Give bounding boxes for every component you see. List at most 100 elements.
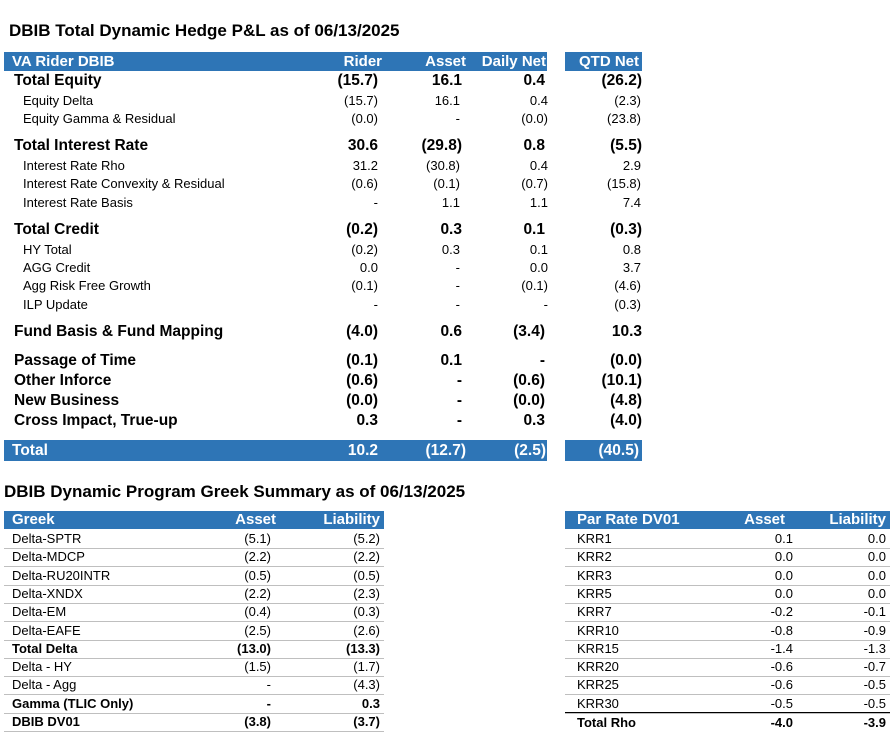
greek-row-label: Delta - HY	[12, 659, 72, 674]
pnl-row-rider: (15.7)	[344, 93, 378, 108]
pnl-row-qtd: (4.6)	[614, 278, 641, 293]
pnl-row-rider: (4.0)	[346, 323, 378, 340]
dv01-total-rule	[565, 712, 890, 713]
pnl-total-row: Total 10.2 (12.7) (2.5)	[4, 440, 547, 461]
pnl-row-asset: 0.6	[440, 323, 462, 340]
dv01-row-asset: -1.4	[770, 641, 793, 656]
pnl-row-rider: (0.6)	[346, 372, 378, 389]
pnl-row-asset: (0.1)	[433, 176, 460, 191]
pnl-row: AGG Credit 0.0 - 0.0 3.7	[4, 259, 646, 277]
pnl-row-asset: 0.1	[440, 352, 462, 369]
pnl-row: New Business (0.0) - (0.0) (4.8)	[4, 392, 646, 410]
pnl-row-label: Interest Rate Rho	[23, 158, 125, 173]
greek-row-asset: (5.1)	[244, 531, 271, 546]
pnl-row-daily: 0.8	[523, 137, 545, 154]
dv01-row-asset: -0.6	[770, 659, 793, 674]
dv01-row-asset: 0.0	[774, 549, 793, 564]
pnl-row-label: AGG Credit	[23, 260, 91, 275]
dv01-row-liability: 0.0	[867, 586, 886, 601]
greek-row-liability: (4.3)	[353, 677, 380, 692]
pnl-row-rider: (0.6)	[351, 176, 378, 191]
pnl-row-rider: (0.2)	[346, 221, 378, 238]
dv01-row: KRR2 0.0 0.0	[565, 548, 890, 566]
dv01-row-label: KRR25	[577, 677, 619, 692]
pnl-row-daily: (0.0)	[521, 111, 548, 126]
pnl-row-rider: (0.0)	[346, 392, 378, 409]
greek-row: DBIB DV01 (3.8) (3.7)	[4, 713, 384, 731]
pnl-row-label: Passage of Time	[14, 352, 137, 369]
dv01-row-asset: -0.8	[770, 623, 793, 638]
greek-row: Gamma (TLIC Only) - 0.3	[4, 695, 384, 713]
pnl-row-rider: (15.7)	[337, 72, 379, 89]
pnl-row-rider: (0.2)	[351, 242, 378, 257]
dv01-row-liability: -0.7	[863, 659, 886, 674]
pnl-header-asset: Asset	[425, 53, 466, 70]
pnl-row-daily: -	[539, 352, 545, 369]
dv01-row-divider	[565, 676, 890, 677]
pnl-row-asset: 0.3	[441, 242, 460, 257]
dv01-row-asset: 0.0	[774, 586, 793, 601]
pnl-row-daily: (0.6)	[513, 372, 545, 389]
pnl-total-asset: (12.7)	[425, 442, 467, 459]
pnl-row-rider: 0.3	[356, 412, 378, 429]
dv01-row-label: KRR20	[577, 659, 619, 674]
pnl-row-daily: 0.1	[523, 221, 545, 238]
dv01-row-label: KRR1	[577, 531, 612, 546]
pnl-row-daily: (0.7)	[521, 176, 548, 191]
pnl-row-qtd: 0.8	[622, 242, 641, 257]
pnl-row-daily: (0.1)	[521, 278, 548, 293]
dv01-row-label: KRR7	[577, 604, 612, 619]
dv01-row-divider	[565, 548, 890, 549]
pnl-row: Total Interest Rate 30.6 (29.8) 0.8 (5.5)	[4, 137, 646, 155]
greek-row-divider	[4, 621, 384, 622]
pnl-row-daily: 0.1	[529, 242, 548, 257]
greek-row-divider	[4, 603, 384, 604]
dv01-row-label: KRR2	[577, 549, 612, 564]
greek-row-liability: (0.3)	[353, 604, 380, 619]
pnl-row-label: Cross Impact, True-up	[14, 412, 178, 429]
pnl-row-asset: (29.8)	[421, 137, 463, 154]
dv01-row-asset: 0.1	[774, 531, 793, 546]
pnl-total-daily: (2.5)	[514, 442, 546, 459]
dv01-row: KRR5 0.0 0.0	[565, 585, 890, 603]
greek-row: Delta-RU20INTR (0.5) (0.5)	[4, 567, 384, 585]
pnl-row-asset: 0.3	[440, 221, 462, 238]
pnl-row-rider: (0.0)	[351, 111, 378, 126]
pnl-row: Interest Rate Rho 31.2 (30.8) 0.4 2.9	[4, 157, 646, 175]
pnl-row: HY Total (0.2) 0.3 0.1 0.8	[4, 241, 646, 259]
greek-row-divider	[4, 658, 384, 659]
dv01-row: KRR15 -1.4 -1.3	[565, 640, 890, 658]
greek-row-liability: (13.3)	[346, 641, 380, 656]
pnl-row-label: HY Total	[23, 242, 72, 257]
pnl-row: Interest Rate Convexity & Residual (0.6) (…	[4, 175, 646, 193]
pnl-row: Other Inforce (0.6) - (0.6) (10.1)	[4, 372, 646, 390]
pnl-row-qtd: (23.8)	[607, 111, 641, 126]
pnl-total-label: Total	[12, 442, 48, 459]
dv01-row-divider	[565, 658, 890, 659]
pnl-row-label: Agg Risk Free Growth	[23, 278, 151, 293]
pnl-row-qtd: (5.5)	[610, 137, 642, 154]
dv01-row-label: KRR10	[577, 623, 619, 638]
greek-row-liability: (1.7)	[353, 659, 380, 674]
pnl-row: Fund Basis & Fund Mapping (4.0) 0.6 (3.4) 10…	[4, 323, 646, 341]
dv01-row: KRR20 -0.6 -0.7	[565, 658, 890, 676]
dv01-row-liability: -0.9	[863, 623, 886, 638]
greek-row-liability: (0.5)	[353, 568, 380, 583]
greek-row-divider	[4, 676, 384, 677]
greek-row-divider	[4, 585, 384, 586]
dv01-header-label: Par Rate DV01	[577, 511, 680, 528]
greek-header-liability: Liability	[323, 511, 380, 528]
dv01-row-asset: -0.6	[770, 677, 793, 692]
greek-row-label: Delta-EM	[12, 604, 67, 619]
pnl-row-asset: 16.1	[434, 93, 460, 108]
pnl-row: Cross Impact, True-up 0.3 - 0.3 (4.0)	[4, 412, 646, 430]
greek-row: Delta-SPTR (5.1) (5.2)	[4, 530, 384, 548]
greek-row-asset: (2.5)	[244, 623, 271, 638]
pnl-total-qtd: (40.5)	[598, 442, 640, 459]
dv01-header: Par Rate DV01 Asset Liability	[565, 511, 890, 529]
pnl-row-daily: 0.4	[529, 93, 548, 108]
pnl-row-asset: -	[455, 297, 460, 312]
pnl-row-qtd: (0.0)	[610, 352, 642, 369]
pnl-row: Total Equity (15.7) 16.1 0.4 (26.2)	[4, 72, 646, 90]
pnl-header-qtd: QTD Net	[579, 53, 639, 70]
